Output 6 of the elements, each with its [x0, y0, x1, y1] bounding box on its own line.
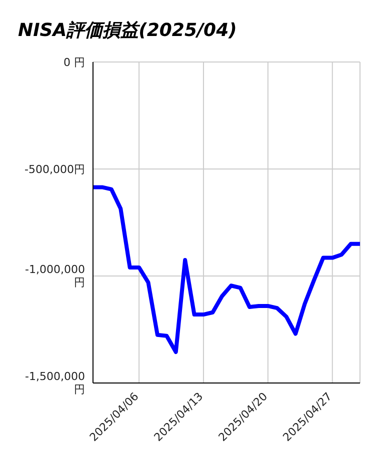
y-tick-label: -500,000円 [24, 163, 85, 176]
y-tick-label: -1,000,000円 [25, 263, 85, 289]
line-series [93, 185, 360, 354]
y-tick-label: 0 円 [64, 56, 85, 69]
chart-title: NISA評価損益(2025/04) [17, 19, 238, 43]
y-tick-label: -1,500,000円 [25, 370, 85, 396]
